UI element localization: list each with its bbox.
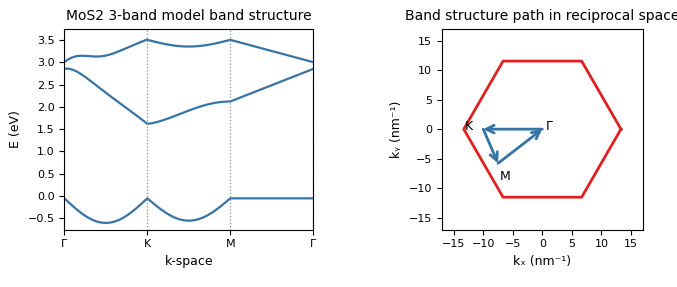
Text: M: M — [500, 170, 510, 183]
Text: Γ: Γ — [545, 120, 552, 133]
X-axis label: kₓ (nm⁻¹): kₓ (nm⁻¹) — [513, 255, 571, 268]
Y-axis label: kᵧ (nm⁻¹): kᵧ (nm⁻¹) — [390, 100, 403, 158]
Text: K: K — [464, 120, 473, 133]
Title: MoS2 3-band model band structure: MoS2 3-band model band structure — [66, 9, 311, 23]
Title: Band structure path in reciprocal space: Band structure path in reciprocal space — [405, 9, 677, 23]
X-axis label: k-space: k-space — [165, 255, 213, 268]
Y-axis label: E (eV): E (eV) — [9, 110, 22, 148]
